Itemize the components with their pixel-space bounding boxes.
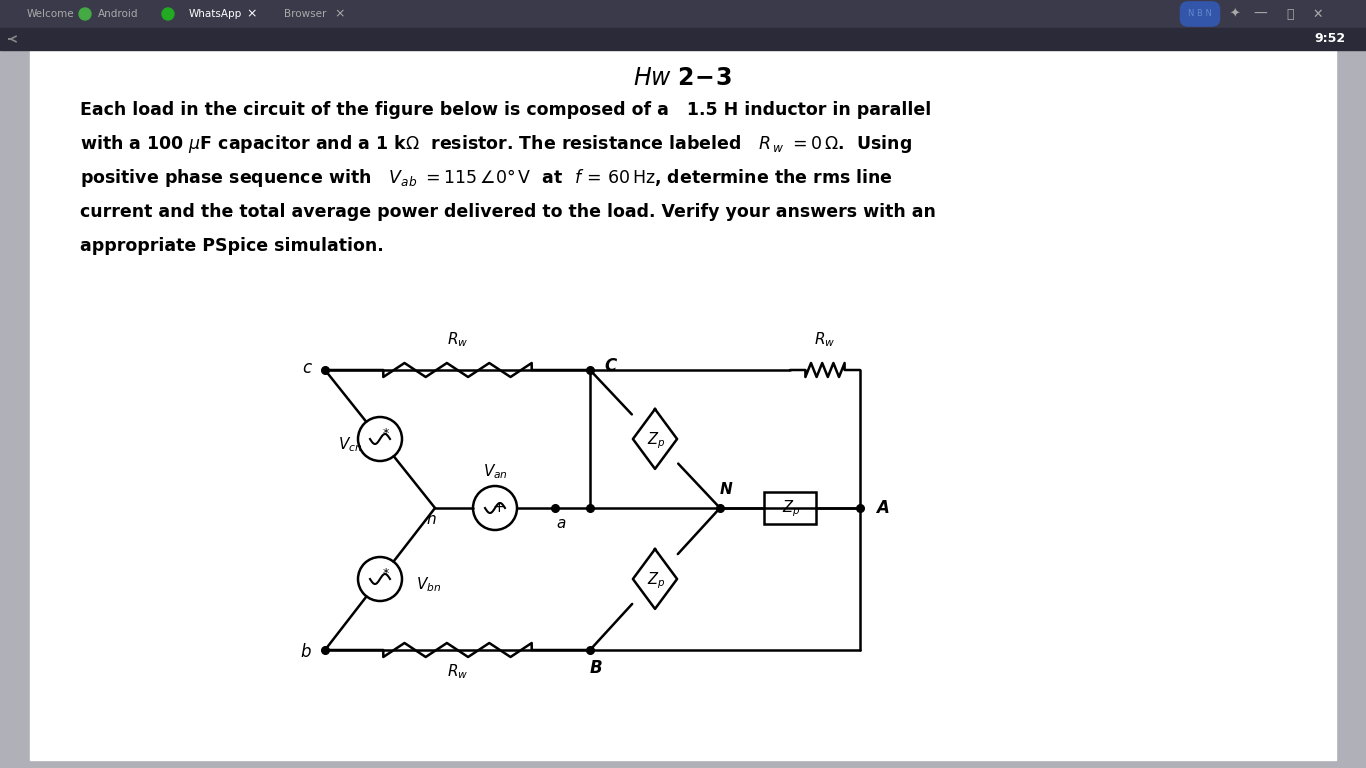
Circle shape	[163, 8, 173, 20]
Bar	[0, 0, 1366, 28]
Text: $R_w$: $R_w$	[447, 662, 469, 680]
Text: c: c	[302, 359, 311, 377]
Text: 9:52: 9:52	[1314, 32, 1346, 45]
Text: +: +	[493, 499, 505, 515]
Text: a: a	[556, 517, 566, 531]
Text: ✦: ✦	[1229, 8, 1240, 21]
Text: $Z_p$: $Z_p$	[647, 571, 665, 591]
Text: ×: ×	[335, 8, 346, 21]
Text: N B N: N B N	[1188, 9, 1212, 18]
Text: with a 100 $\mu$F capacitor and a 1 k$\Omega$  resistor. The resistance labeled : with a 100 $\mu$F capacitor and a 1 k$\O…	[81, 133, 912, 155]
Text: $R_w$: $R_w$	[814, 330, 836, 349]
Text: current and the total average power delivered to the load. Verify your answers w: current and the total average power deli…	[81, 203, 936, 221]
Text: Welcome: Welcome	[26, 9, 74, 19]
Circle shape	[79, 8, 92, 20]
Text: appropriate PSpice simulation.: appropriate PSpice simulation.	[81, 237, 384, 255]
Text: *: *	[382, 567, 389, 580]
Text: ⬜: ⬜	[1287, 8, 1294, 21]
Text: —: —	[1253, 7, 1266, 21]
Text: N: N	[720, 482, 732, 498]
Text: *: *	[382, 426, 389, 439]
Text: $V_{cn}$: $V_{cn}$	[337, 435, 362, 455]
Bar	[0, 28, 1366, 50]
Text: $V_{bn}$: $V_{bn}$	[417, 576, 441, 594]
Text: n: n	[426, 512, 436, 527]
Text: A: A	[876, 499, 889, 517]
Text: $V_{an}$: $V_{an}$	[482, 462, 508, 482]
Text: C: C	[604, 357, 616, 375]
Text: b: b	[301, 643, 311, 661]
Text: ✕: ✕	[1313, 8, 1324, 21]
Bar	[764, 492, 816, 524]
Text: ×: ×	[247, 8, 257, 21]
Text: Each load in the circuit of the figure below is composed of a   1.5 H inductor i: Each load in the circuit of the figure b…	[81, 101, 932, 119]
FancyBboxPatch shape	[154, 0, 255, 28]
Text: $Z_p$: $Z_p$	[781, 498, 800, 519]
Text: WhatsApp: WhatsApp	[189, 9, 242, 19]
Text: Android: Android	[98, 9, 138, 19]
Text: positive phase sequence with   $V_{ab}$ $= 115\,\angle 0°\,\mathrm{V}$  at  $f\,: positive phase sequence with $V_{ab}$ $=…	[81, 167, 893, 189]
Text: $R_w$: $R_w$	[447, 330, 469, 349]
Text: B: B	[590, 659, 602, 677]
Text: $\mathit{Hw}\ \mathbf{2\!-\!3}$: $\mathit{Hw}\ \mathbf{2\!-\!3}$	[634, 66, 732, 90]
Text: Browser: Browser	[284, 9, 326, 19]
Text: $Z_p$: $Z_p$	[647, 431, 665, 452]
